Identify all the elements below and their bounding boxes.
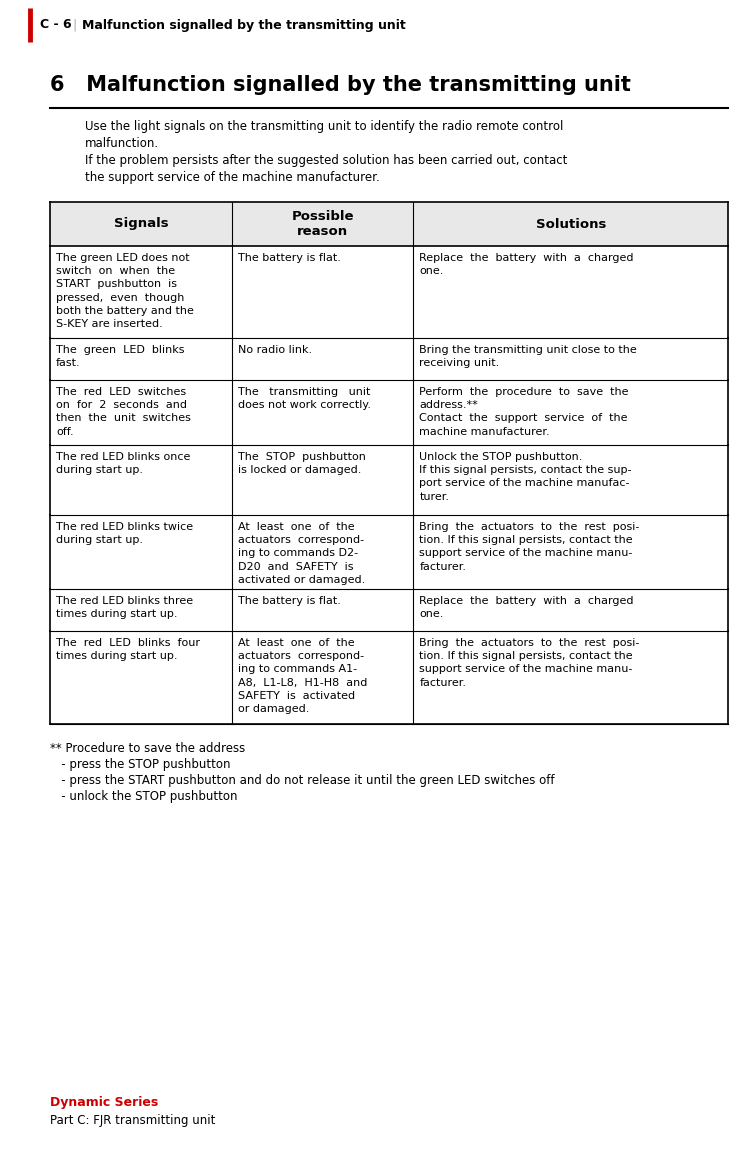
Text: Malfunction signalled by the transmitting unit: Malfunction signalled by the transmittin…	[82, 18, 406, 31]
Text: At  least  one  of  the
actuators  correspond-
ing to commands A1-
A8,  L1-L8,  : At least one of the actuators correspond…	[237, 638, 367, 714]
Text: Bring  the  actuators  to  the  rest  posi-
tion. If this signal persists, conta: Bring the actuators to the rest posi- ti…	[420, 638, 640, 688]
Text: The   transmitting   unit
does not work correctly.: The transmitting unit does not work corr…	[237, 387, 370, 410]
Text: The battery is flat.: The battery is flat.	[237, 253, 341, 264]
Text: - press the STOP pushbutton: - press the STOP pushbutton	[50, 758, 231, 771]
Text: The red LED blinks once
during start up.: The red LED blinks once during start up.	[56, 452, 191, 475]
Text: Use the light signals on the transmitting unit to identify the radio remote cont: Use the light signals on the transmittin…	[85, 120, 563, 133]
Text: Replace  the  battery  with  a  charged
one.: Replace the battery with a charged one.	[420, 253, 634, 276]
Text: - unlock the STOP pushbutton: - unlock the STOP pushbutton	[50, 790, 237, 803]
Text: |: |	[72, 18, 76, 31]
Text: No radio link.: No radio link.	[237, 344, 311, 355]
Text: Unlock the STOP pushbutton.
If this signal persists, contact the sup-
port servi: Unlock the STOP pushbutton. If this sign…	[420, 452, 632, 502]
Text: Solutions: Solutions	[535, 217, 606, 230]
Text: Signals: Signals	[113, 217, 168, 230]
Text: Replace  the  battery  with  a  charged
one.: Replace the battery with a charged one.	[420, 596, 634, 620]
Bar	[50, 202, 728, 246]
Text: - press the START pushbutton and do not release it until the green LED switches : - press the START pushbutton and do not …	[50, 775, 554, 787]
Text: Bring the transmitting unit close to the
receiving unit.: Bring the transmitting unit close to the…	[420, 344, 637, 369]
Text: The  red  LED  blinks  four
times during start up.: The red LED blinks four times during sta…	[56, 638, 200, 661]
Text: The red LED blinks twice
during start up.: The red LED blinks twice during start up…	[56, 523, 193, 546]
Text: Part C: FJR transmitting unit: Part C: FJR transmitting unit	[50, 1114, 215, 1127]
Text: The red LED blinks three
times during start up.: The red LED blinks three times during st…	[56, 596, 193, 620]
Text: The green LED does not
switch  on  when  the
START  pushbutton  is
pressed,  eve: The green LED does not switch on when th…	[56, 253, 194, 329]
Text: Possible
reason: Possible reason	[291, 210, 354, 238]
Text: 6   Malfunction signalled by the transmitting unit: 6 Malfunction signalled by the transmitt…	[50, 75, 631, 95]
Text: Dynamic Series: Dynamic Series	[50, 1096, 158, 1109]
Text: The battery is flat.: The battery is flat.	[237, 596, 341, 606]
Text: C - 6: C - 6	[40, 18, 72, 31]
Text: ** Procedure to save the address: ** Procedure to save the address	[50, 742, 245, 755]
Text: the support service of the machine manufacturer.: the support service of the machine manuf…	[85, 171, 380, 184]
Text: malfunction.: malfunction.	[85, 138, 159, 150]
Text: Perform  the  procedure  to  save  the
address.**
Contact  the  support  service: Perform the procedure to save the addres…	[420, 387, 629, 437]
Text: The  red  LED  switches
on  for  2  seconds  and
then  the  unit  switches
off.: The red LED switches on for 2 seconds an…	[56, 387, 191, 437]
Text: At  least  one  of  the
actuators  correspond-
ing to commands D2-
D20  and  SAF: At least one of the actuators correspond…	[237, 523, 365, 585]
Text: Bring  the  actuators  to  the  rest  posi-
tion. If this signal persists, conta: Bring the actuators to the rest posi- ti…	[420, 523, 640, 571]
Text: The  STOP  pushbutton
is locked or damaged.: The STOP pushbutton is locked or damaged…	[237, 452, 366, 475]
Text: The  green  LED  blinks
fast.: The green LED blinks fast.	[56, 344, 184, 369]
Text: If the problem persists after the suggested solution has been carried out, conta: If the problem persists after the sugges…	[85, 154, 567, 166]
